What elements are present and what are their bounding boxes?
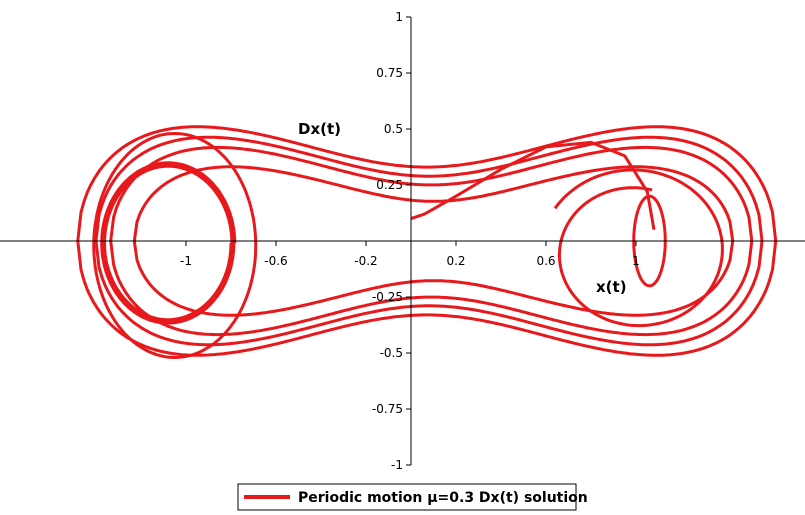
trajectory-right-loop	[553, 168, 724, 328]
trajectory-left-ring	[92, 132, 258, 359]
y-tick-label: -1	[391, 458, 403, 472]
x-tick-label: -0.2	[354, 254, 377, 268]
x-tick-label: 0.6	[536, 254, 555, 268]
y-axis-label: Dx(t)	[298, 120, 341, 138]
y-tick-label: -0.75	[372, 402, 403, 416]
x-tick-label: 1	[632, 254, 640, 268]
trajectory-group	[76, 125, 778, 359]
axes-group	[0, 17, 805, 465]
x-tick-label: -0.6	[264, 254, 287, 268]
y-tick-label: -0.5	[380, 346, 403, 360]
y-tick-label: 1	[395, 10, 403, 24]
legend-label: Periodic motion μ=0.3 Dx(t) solution	[298, 490, 588, 506]
ticks-group: -1 -0.6 -0.2 0.2 0.6 1 1 0.75 0.5 0.25 -0.25 -0.5 -0…	[180, 10, 640, 472]
y-tick-label: 0.75	[376, 66, 403, 80]
x-tick-label: 0.2	[446, 254, 465, 268]
y-tick-label: 0.5	[384, 122, 403, 136]
trajectory-start	[410, 140, 656, 231]
y-tick-label: 0.25	[376, 178, 403, 192]
x-tick-label: -1	[180, 254, 192, 268]
trajectory-left-well	[100, 161, 237, 325]
legend: Periodic motion μ=0.3 Dx(t) solution	[237, 483, 588, 511]
legend-box	[237, 483, 577, 511]
x-axis-label: x(t)	[596, 278, 627, 296]
y-tick-label: -0.25	[372, 290, 403, 304]
